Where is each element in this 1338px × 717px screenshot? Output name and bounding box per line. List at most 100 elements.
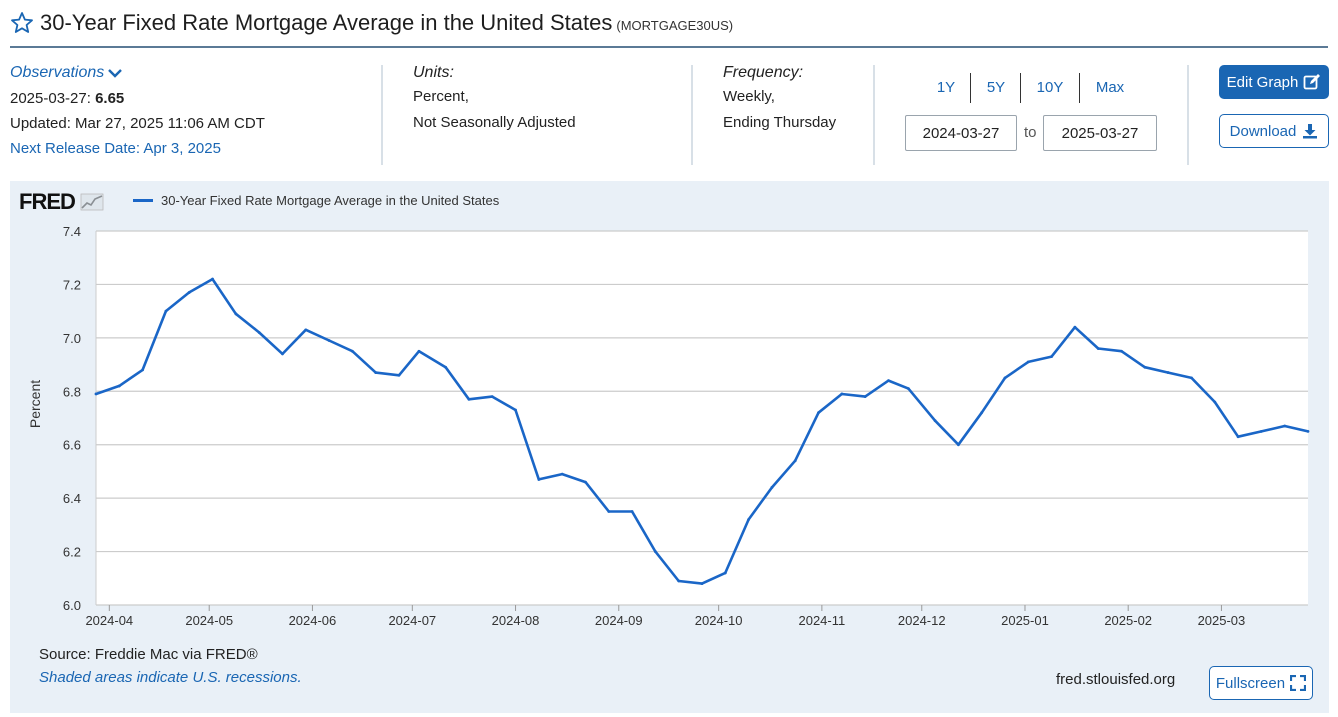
range-separator: [1079, 73, 1080, 103]
x-tick-label: 2024-04: [85, 613, 133, 628]
frequency-line2: Ending Thursday: [723, 114, 837, 131]
data-point[interactable]: [187, 291, 191, 294]
start-date-input[interactable]: 2024-03-27: [905, 115, 1017, 151]
data-point[interactable]: [793, 459, 797, 463]
x-tick-label: 2025-03: [1198, 613, 1246, 628]
grid-layer: [95, 230, 1308, 606]
data-point[interactable]: [907, 387, 910, 391]
data-point[interactable]: [1143, 365, 1147, 369]
data-point[interactable]: [350, 349, 354, 353]
data-point[interactable]: [1166, 371, 1170, 374]
to-label: to: [1024, 124, 1037, 141]
divider: [1187, 65, 1189, 165]
units-label: Units:: [413, 64, 454, 81]
data-point[interactable]: [1026, 360, 1030, 364]
data-point[interactable]: [397, 373, 401, 377]
data-point[interactable]: [817, 411, 820, 415]
fullscreen-button[interactable]: Fullscreen: [1209, 666, 1313, 700]
observations-block: 2025-03-27: 6.65 Updated: Mar 27, 2025 1…: [10, 87, 265, 161]
data-point[interactable]: [327, 339, 331, 342]
observations-title: Observations: [10, 64, 105, 81]
data-point[interactable]: [747, 518, 751, 521]
chart-legend: 30-Year Fixed Rate Mortgage Average in t…: [133, 193, 499, 208]
data-point[interactable]: [1096, 347, 1100, 350]
y-tick-label: 6.0: [63, 598, 81, 613]
data-point[interactable]: [956, 443, 960, 447]
x-tick-label: 2024-12: [898, 613, 946, 628]
data-point[interactable]: [490, 395, 494, 399]
data-point[interactable]: [537, 478, 541, 481]
end-date-input[interactable]: 2025-03-27: [1043, 115, 1157, 151]
data-point[interactable]: [630, 510, 634, 513]
data-point[interactable]: [607, 510, 611, 513]
data-point[interactable]: [374, 371, 378, 374]
data-point[interactable]: [117, 384, 121, 388]
chevron-down-icon: [108, 69, 123, 78]
line-chart: 6.0 6.2 6.4 6.6 6.8 7.0 7.2 7.4 2024-04 2024-05 20…: [27, 224, 1310, 628]
data-point[interactable]: [1236, 435, 1240, 439]
data-point[interactable]: [980, 411, 984, 415]
x-tick-label: 2024-10: [695, 613, 743, 628]
frequency-line1: Weekly,: [723, 88, 775, 105]
data-point[interactable]: [1190, 376, 1193, 380]
data-point[interactable]: [700, 582, 704, 586]
data-point[interactable]: [141, 368, 145, 372]
data-point[interactable]: [1259, 429, 1263, 433]
units-line2: Not Seasonally Adjusted: [413, 114, 576, 131]
x-tick-label: 2024-07: [388, 613, 436, 628]
data-point[interactable]: [257, 331, 261, 334]
data-point[interactable]: [211, 277, 214, 281]
range-button-1y[interactable]: 1Y: [936, 79, 956, 96]
y-tick-label: 7.2: [63, 277, 81, 292]
tick-layer: 6.0 6.2 6.4 6.6 6.8 7.0 7.2 7.4 2024-04 2024-05 20…: [63, 224, 1245, 628]
data-point[interactable]: [234, 312, 238, 316]
data-point[interactable]: [417, 349, 421, 353]
data-point[interactable]: [1306, 429, 1310, 433]
data-point[interactable]: [164, 309, 168, 313]
range-button-5y[interactable]: 5Y: [986, 79, 1006, 96]
divider: [381, 65, 383, 165]
updated-text: Updated: Mar 27, 2025 11:06 AM CDT: [10, 115, 265, 132]
range-button-10y[interactable]: 10Y: [1036, 79, 1064, 96]
data-point[interactable]: [653, 550, 657, 553]
y-tick-label: 7.0: [63, 331, 81, 346]
data-point[interactable]: [770, 486, 774, 489]
data-point[interactable]: [1120, 349, 1123, 353]
y-axis-label: Percent: [27, 380, 43, 428]
fullscreen-label: Fullscreen: [1215, 674, 1286, 692]
title-row: 30-Year Fixed Rate Mortgage Average in t…: [10, 8, 733, 38]
download-button[interactable]: Download: [1219, 114, 1329, 148]
data-point[interactable]: [444, 365, 448, 369]
star-icon[interactable]: [10, 11, 34, 35]
data-point[interactable]: [467, 397, 471, 401]
data-point[interactable]: [1283, 424, 1287, 428]
data-point[interactable]: [304, 328, 308, 332]
download-label: Download: [1229, 122, 1297, 140]
units-block: Units: Percent, Not Seasonally Adjusted: [413, 62, 576, 136]
legend-swatch: [133, 199, 153, 202]
data-point[interactable]: [560, 472, 564, 476]
data-point[interactable]: [933, 419, 937, 423]
data-point[interactable]: [863, 395, 867, 399]
plot-area: [96, 231, 1308, 605]
data-point[interactable]: [723, 571, 727, 575]
range-button-max[interactable]: Max: [1095, 79, 1125, 96]
data-point[interactable]: [1003, 376, 1007, 380]
data-point[interactable]: [840, 392, 844, 396]
data-point[interactable]: [1073, 325, 1077, 329]
divider: [691, 65, 693, 165]
data-point[interactable]: [94, 392, 98, 396]
data-point[interactable]: [1213, 400, 1217, 404]
next-release-link[interactable]: Next Release Date: Apr 3, 2025: [10, 140, 221, 157]
data-point[interactable]: [1050, 355, 1054, 358]
recession-note: Shaded areas indicate U.S. recessions.: [39, 669, 302, 686]
latest-date: 2025-03-27:: [10, 90, 91, 107]
edit-graph-button[interactable]: Edit Graph: [1219, 65, 1329, 99]
observations-toggle[interactable]: Observations: [10, 64, 123, 82]
data-point[interactable]: [887, 379, 890, 382]
data-point[interactable]: [584, 480, 587, 484]
data-point[interactable]: [514, 408, 517, 412]
data-point[interactable]: [281, 352, 284, 356]
x-tick-label: 2025-02: [1104, 613, 1152, 628]
data-point[interactable]: [677, 579, 681, 583]
